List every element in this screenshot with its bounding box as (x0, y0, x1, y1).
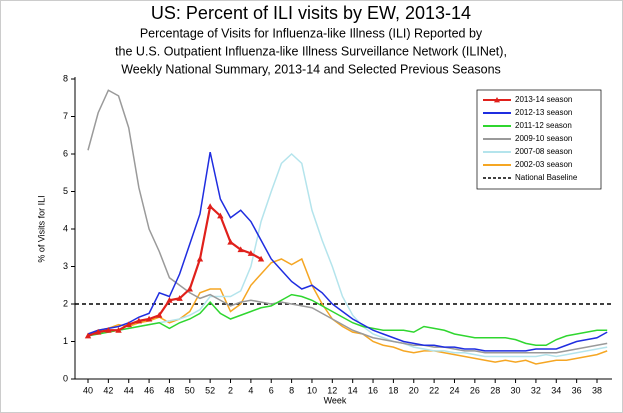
series-marker (227, 238, 234, 245)
legend-label: 2011-12 season (515, 121, 572, 130)
x-tick-label: 46 (144, 385, 154, 395)
chart-subtitle: Percentage of Visits for Influenza-like … (140, 26, 483, 40)
x-axis-label: Week (324, 395, 347, 405)
series-marker (105, 327, 112, 333)
series-marker (206, 203, 214, 210)
x-tick-label: 24 (449, 385, 459, 395)
chart-title: US: Percent of ILI visits by EW, 2013-14 (151, 3, 471, 23)
series-marker (247, 250, 255, 256)
y-tick-label: 6 (63, 148, 68, 158)
series-marker (94, 328, 102, 335)
x-tick-label: 44 (124, 385, 134, 395)
x-tick-label: 8 (289, 385, 294, 395)
x-tick-label: 50 (185, 385, 195, 395)
series-marker (115, 327, 122, 333)
series-line (87, 151, 608, 352)
series-marker (156, 312, 163, 318)
x-tick-label: 20 (409, 385, 419, 395)
y-tick-label: 7 (63, 111, 68, 121)
x-tick-label: 48 (164, 385, 174, 395)
x-tick-label: 36 (572, 385, 582, 395)
series-line (87, 293, 608, 346)
chart-subtitle: Weekly National Summary, 2013-14 and Sel… (121, 62, 501, 76)
legend-marker (494, 97, 500, 103)
x-tick-label: 14 (348, 385, 358, 395)
x-tick-label: 6 (269, 385, 274, 395)
legend-label: National Baseline (515, 173, 578, 182)
series-marker (186, 285, 193, 292)
series-marker (166, 297, 173, 303)
legend-label: 2009-10 season (515, 134, 572, 143)
x-tick-label: 42 (103, 385, 113, 395)
x-tick-label: 22 (429, 385, 439, 395)
x-tick-label: 38 (592, 385, 602, 395)
series-marker (196, 255, 204, 262)
x-tick-label: 28 (490, 385, 500, 395)
x-tick-label: 10 (307, 385, 317, 395)
x-tick-label: 16 (368, 385, 378, 395)
y-axis-label: % of Visits for ILI (36, 195, 46, 262)
series-marker (145, 315, 153, 322)
y-tick-label: 4 (63, 223, 68, 233)
x-tick-label: 30 (511, 385, 521, 395)
y-tick-label: 5 (63, 186, 68, 196)
x-tick-label: 26 (470, 385, 480, 395)
x-tick-label: 32 (531, 385, 541, 395)
y-tick-label: 8 (63, 73, 68, 83)
series-line (87, 257, 608, 365)
series-marker (176, 295, 183, 301)
x-tick-label: 12 (327, 385, 337, 395)
legend-label: 2007-08 season (515, 147, 572, 156)
x-tick-label: 34 (551, 385, 561, 395)
series-marker (84, 332, 92, 339)
x-tick-label: 2 (228, 385, 233, 395)
x-tick-label: 52 (205, 385, 215, 395)
legend-label: 2013-14 season (515, 95, 572, 104)
series-line (87, 89, 608, 354)
series-marker (135, 317, 143, 324)
y-tick-label: 3 (63, 261, 68, 271)
y-tick-label: 1 (63, 336, 68, 346)
series-marker (257, 255, 265, 262)
series-marker (125, 321, 132, 328)
series-marker (237, 246, 244, 253)
chart-subtitle: the U.S. Outpatient Influenza-like Illne… (115, 44, 507, 58)
x-tick-label: 18 (388, 385, 398, 395)
legend-label: 2012-13 season (515, 108, 572, 117)
x-tick-label: 40 (83, 385, 93, 395)
y-tick-label: 2 (63, 298, 68, 308)
legend-label: 2002-03 season (515, 160, 572, 169)
x-tick-label: 4 (248, 385, 253, 395)
series-marker (217, 212, 224, 219)
y-tick-label: 0 (63, 373, 68, 383)
series-line (87, 152, 608, 358)
